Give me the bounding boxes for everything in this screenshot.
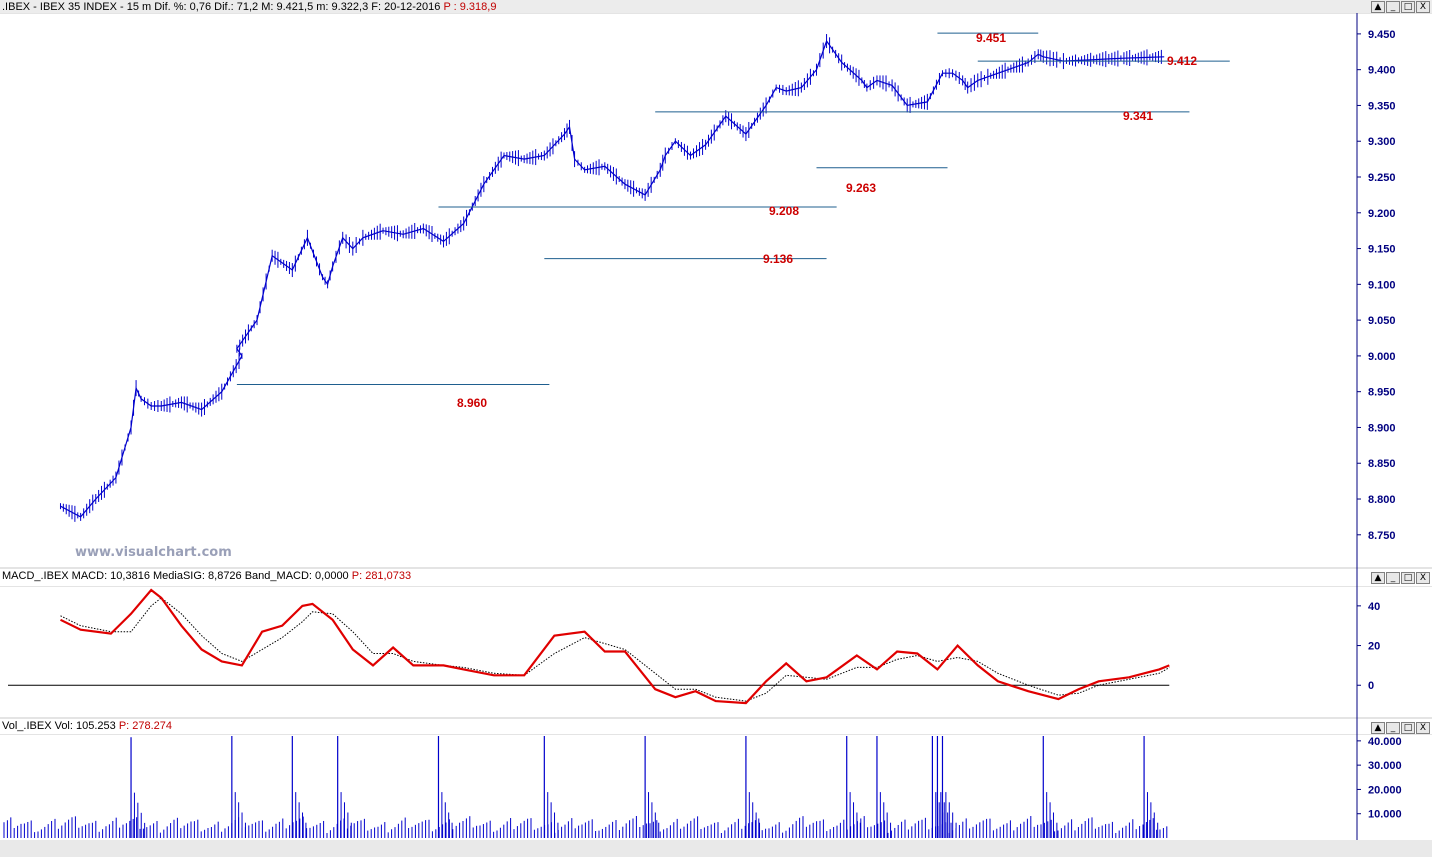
watermark: www.visualchart.com xyxy=(75,545,232,560)
macd-axis-tick-label: 0 xyxy=(1368,680,1374,692)
volume-minimize-button[interactable]: _ xyxy=(1386,722,1400,734)
macd-panel-title: MACD_.IBEX MACD: 10,3816 MediaSIG: 8,872… xyxy=(2,570,411,582)
maximize-button[interactable]: □ xyxy=(1401,1,1415,13)
macd-title-prefix: MACD_.IBEX MACD: 10,3816 MediaSIG: 8,872… xyxy=(2,570,349,582)
price-level-label: 9.451 xyxy=(976,31,1006,45)
volume-axis-tick-label: 20.000 xyxy=(1368,784,1402,796)
macd-axis-tick-label: 40 xyxy=(1368,601,1380,613)
close-button[interactable]: X xyxy=(1416,1,1430,13)
price-axis-tick-label: 9.300 xyxy=(1368,136,1396,148)
price-panel-title: .IBEX - IBEX 35 INDEX - 15 m Dif. %: 0,7… xyxy=(2,1,496,13)
price-axis-tick-label: 9.050 xyxy=(1368,315,1396,327)
price-axis-tick-label: 8.950 xyxy=(1368,387,1396,399)
macd-window-buttons: ▲ _ □ X xyxy=(1371,572,1430,584)
price-axis-tick-label: 9.250 xyxy=(1368,172,1396,184)
volume-scroll-button[interactable]: ▲ xyxy=(1371,722,1385,734)
macd-minimize-button[interactable]: _ xyxy=(1386,572,1400,584)
price-axis-tick-label: 9.450 xyxy=(1368,29,1396,41)
macd-title-bar xyxy=(0,569,1432,586)
price-level-label: 9.412 xyxy=(1167,54,1197,68)
volume-axis-tick-label: 10.000 xyxy=(1368,809,1402,821)
volume-close-button[interactable]: X xyxy=(1416,722,1430,734)
volume-title-bar xyxy=(0,719,1432,734)
price-axis-tick-label: 8.750 xyxy=(1368,530,1396,542)
price-axis-tick-label: 9.350 xyxy=(1368,100,1396,112)
date-axis-bar xyxy=(0,840,1432,857)
volume-window-buttons: ▲ _ □ X xyxy=(1371,722,1430,734)
price-level-label: 9.341 xyxy=(1123,109,1153,123)
price-axis-tick-label: 8.850 xyxy=(1368,458,1396,470)
price-axis-tick-label: 9.000 xyxy=(1368,351,1396,363)
macd-axis-tick-label: 20 xyxy=(1368,641,1380,653)
price-axis-tick-label: 9.100 xyxy=(1368,279,1396,291)
macd-scroll-button[interactable]: ▲ xyxy=(1371,572,1385,584)
volume-title-p: P: 278.274 xyxy=(118,720,173,732)
macd-maximize-button[interactable]: □ xyxy=(1401,572,1415,584)
volume-title-prefix: Vol_.IBEX Vol: 105.253 xyxy=(2,720,116,732)
price-window-buttons: ▲ _ □ X xyxy=(1371,1,1430,13)
price-axis-tick-label: 9.150 xyxy=(1368,244,1396,256)
price-level-label: 9.263 xyxy=(846,181,876,195)
price-axis-tick-label: 8.900 xyxy=(1368,422,1396,434)
volume-axis-tick-label: 30.000 xyxy=(1368,760,1402,772)
macd-line xyxy=(60,588,1170,705)
macd-close-button[interactable]: X xyxy=(1416,572,1430,584)
minimize-button[interactable]: _ xyxy=(1386,1,1400,13)
volume-axis-tick-label: 40.000 xyxy=(1368,736,1402,748)
macd-title-p: P: 281,0733 xyxy=(351,570,412,582)
price-level-label: 9.208 xyxy=(769,204,799,218)
price-level-label: 9.136 xyxy=(763,252,793,266)
price-axis-tick-label: 9.200 xyxy=(1368,208,1396,220)
price-axis-tick-label: 9.400 xyxy=(1368,65,1396,77)
scroll-up-button[interactable]: ▲ xyxy=(1371,1,1385,13)
price-level-label: 8.960 xyxy=(457,396,487,410)
price-line xyxy=(60,39,1165,518)
price-title-p: P : 9.318,9 xyxy=(443,1,497,13)
volume-panel-title: Vol_.IBEX Vol: 105.253 P: 278.274 xyxy=(2,720,172,732)
price-title-bar xyxy=(0,0,1432,13)
price-axis-tick-label: 8.800 xyxy=(1368,494,1396,506)
price-title-prefix: .IBEX - IBEX 35 INDEX - 15 m Dif. %: 0,7… xyxy=(2,1,441,13)
volume-maximize-button[interactable]: □ xyxy=(1401,722,1415,734)
